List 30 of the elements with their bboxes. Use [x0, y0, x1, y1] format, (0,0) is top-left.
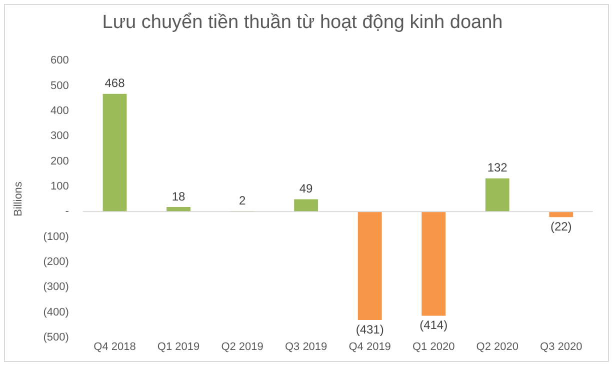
y-tick-label: -: [65, 206, 70, 218]
y-tick-label: (300): [43, 281, 69, 294]
y-tick-label: 300: [50, 130, 69, 142]
data-label: (431): [356, 322, 384, 336]
data-label: 132: [487, 160, 508, 175]
y-tick-label: 400: [50, 104, 69, 117]
data-label: 49: [299, 182, 314, 196]
x-tick-label: Q1 2020: [412, 341, 455, 354]
data-label: 468: [104, 76, 126, 90]
data-label: 18: [172, 189, 186, 204]
x-tick-label: Q2 2019: [221, 341, 264, 354]
data-label: 2: [238, 193, 246, 208]
y-tick-label: 600: [50, 54, 69, 67]
x-tick-label: Q2 2020: [476, 341, 518, 354]
y-tick-label: (100): [43, 230, 69, 243]
data-label: (22): [550, 219, 572, 234]
x-tick-label: Q3 2019: [284, 341, 328, 354]
data-label: (414): [420, 318, 448, 332]
x-tick-label: Q4 2018: [94, 341, 136, 354]
x-tick-label: Q4 2019: [348, 341, 391, 354]
x-tick-label: Q3 2020: [540, 341, 582, 354]
y-tick-label: 100: [50, 180, 69, 192]
y-tick-label: (200): [43, 256, 69, 268]
y-tick-label: 200: [50, 155, 69, 168]
y-axis-title: Billions: [12, 181, 25, 216]
y-tick-label: 500: [50, 80, 69, 92]
y-tick-label: (500): [43, 331, 69, 344]
chart-title: Lưu chuyển tiền thuần từ hoạt động kinh doanh: [101, 12, 504, 34]
x-tick-label: Q1 2019: [157, 341, 200, 354]
y-tick-label: (400): [43, 306, 69, 318]
